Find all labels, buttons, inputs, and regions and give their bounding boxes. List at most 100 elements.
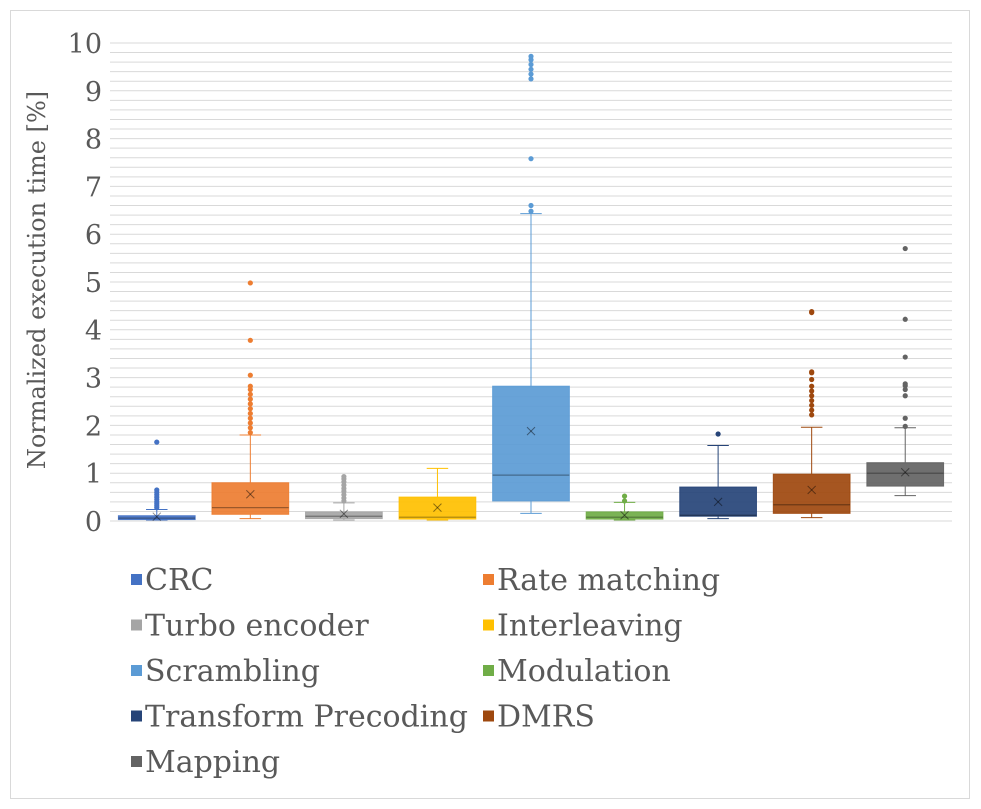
boxes bbox=[117, 53, 945, 522]
outlier-point bbox=[247, 391, 253, 397]
legend-item-crc: CRC bbox=[131, 563, 214, 598]
mean-marker bbox=[245, 489, 255, 499]
legend-label: Rate matching bbox=[497, 563, 720, 598]
outlier-point bbox=[247, 410, 253, 417]
box-scrambling bbox=[492, 53, 570, 514]
outlier-point bbox=[902, 393, 908, 399]
legend-swatch bbox=[483, 665, 494, 676]
outlier-point bbox=[902, 386, 908, 393]
outlier-point bbox=[247, 406, 253, 412]
legend-item-turbo-encoder: Turbo encoder bbox=[131, 609, 369, 644]
outlier-point bbox=[528, 71, 534, 77]
legend-swatch bbox=[131, 619, 142, 631]
legend-item-transform-precoding: Transform Precoding bbox=[131, 700, 468, 735]
outlier-point bbox=[247, 372, 253, 378]
y-tick-label: 3 bbox=[85, 364, 102, 395]
legend-label: Modulation bbox=[497, 654, 671, 689]
y-tick-label: 2 bbox=[85, 411, 102, 442]
outlier-point bbox=[809, 407, 815, 413]
legend-item-dmrs: DMRS bbox=[483, 700, 595, 735]
legend-swatch bbox=[483, 574, 494, 585]
y-tick-label: 0 bbox=[85, 507, 102, 538]
box-dmrs bbox=[772, 309, 851, 519]
box-transform-precoding bbox=[679, 431, 757, 520]
outlier-point bbox=[621, 493, 628, 499]
outlier-point bbox=[621, 498, 628, 504]
legend-swatch bbox=[131, 574, 142, 585]
legend-item-interleaving: Interleaving bbox=[483, 609, 683, 644]
outlier-point bbox=[902, 415, 908, 421]
y-tick-label: 7 bbox=[85, 172, 102, 203]
y-tick-label: 1 bbox=[85, 459, 102, 490]
mean-marker bbox=[713, 497, 723, 507]
outlier-point bbox=[341, 473, 347, 480]
outlier-point bbox=[809, 412, 815, 418]
outlier-point bbox=[809, 388, 815, 394]
y-tick-label: 5 bbox=[85, 268, 102, 299]
outlier-point bbox=[715, 431, 721, 437]
y-axis-label: Normalized execution time [%] bbox=[23, 91, 51, 469]
outlier-point bbox=[809, 309, 815, 315]
box-body bbox=[866, 462, 945, 487]
outlier-point bbox=[528, 202, 534, 209]
box-rate-matching bbox=[211, 280, 290, 520]
outlier-point bbox=[528, 208, 534, 214]
outlier-point bbox=[902, 245, 908, 252]
outlier-point bbox=[809, 376, 815, 383]
box-turbo-encoder bbox=[305, 473, 383, 521]
outlier-point bbox=[809, 402, 815, 408]
y-axis: 0 1 2 3 4 5 6 7 8 9 10 bbox=[68, 29, 102, 538]
mean-marker bbox=[152, 512, 162, 522]
box-body bbox=[398, 496, 477, 520]
legend-label: Turbo encoder bbox=[145, 609, 369, 644]
legend-label: CRC bbox=[145, 563, 214, 598]
outlier-point bbox=[154, 487, 160, 493]
legend-item-scrambling: Scrambling bbox=[131, 654, 320, 689]
y-tick-label: 8 bbox=[85, 125, 102, 156]
outlier-point bbox=[247, 401, 253, 407]
legend-label: DMRS bbox=[497, 700, 595, 735]
outlier-point bbox=[809, 369, 815, 375]
y-tick-label: 9 bbox=[85, 77, 102, 108]
outlier-point bbox=[528, 53, 534, 59]
box-body bbox=[772, 473, 851, 514]
outlier-point bbox=[528, 61, 534, 68]
mean-marker bbox=[900, 467, 910, 477]
outlier-point bbox=[528, 66, 534, 72]
outlier-point bbox=[154, 439, 160, 445]
mean-marker bbox=[526, 426, 536, 436]
outlier-point bbox=[528, 156, 534, 162]
box-body bbox=[492, 385, 570, 502]
box-body bbox=[305, 511, 383, 520]
box-mapping bbox=[866, 245, 945, 497]
legend-label: Mapping bbox=[145, 745, 280, 780]
legend-label: Interleaving bbox=[497, 609, 683, 644]
legend-swatch bbox=[483, 710, 494, 722]
legend-label: Scrambling bbox=[145, 654, 320, 689]
y-tick-label: 10 bbox=[68, 29, 102, 60]
legend-swatch bbox=[483, 619, 494, 631]
outlier-point bbox=[247, 425, 253, 431]
box-interleaving bbox=[398, 467, 477, 521]
outlier-point bbox=[809, 397, 815, 404]
box-body bbox=[211, 482, 290, 515]
outlier-point bbox=[528, 76, 534, 82]
legend-item-modulation: Modulation bbox=[483, 654, 671, 689]
box-body bbox=[679, 486, 757, 517]
outlier-point bbox=[902, 381, 908, 387]
outlier-point bbox=[247, 383, 253, 389]
outlier-point bbox=[247, 337, 253, 343]
chart-frame bbox=[10, 10, 970, 799]
outlier-point bbox=[902, 423, 908, 429]
mean-marker bbox=[339, 509, 349, 519]
legend-swatch bbox=[131, 710, 142, 722]
box-body bbox=[585, 511, 664, 520]
outlier-point bbox=[809, 393, 815, 399]
outlier-point bbox=[247, 420, 253, 426]
outlier-point bbox=[247, 280, 253, 286]
y-tick-label: 4 bbox=[85, 316, 102, 347]
legend-item-mapping: Mapping bbox=[131, 745, 280, 780]
outlier-point bbox=[902, 354, 908, 360]
